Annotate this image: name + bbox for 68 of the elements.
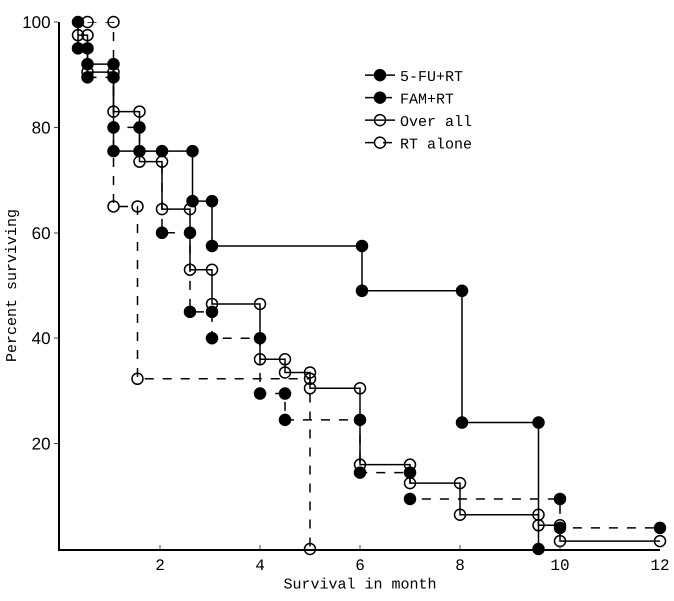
point xyxy=(456,284,468,298)
y-tick-label: 20 xyxy=(32,434,51,454)
point xyxy=(654,534,666,548)
legend-label: RT alone xyxy=(400,136,472,154)
point xyxy=(107,16,120,28)
x-tick-label: 2 xyxy=(155,557,165,576)
point xyxy=(186,144,199,158)
point xyxy=(532,508,545,521)
legend-label: Over all xyxy=(400,114,472,131)
point xyxy=(184,202,196,216)
point xyxy=(554,534,566,548)
y-tick-label: 60 xyxy=(32,224,51,243)
point xyxy=(133,155,146,168)
point xyxy=(206,263,218,276)
point xyxy=(404,492,416,506)
point xyxy=(206,332,218,344)
point xyxy=(554,492,566,506)
point xyxy=(72,16,84,28)
point xyxy=(81,28,94,42)
point xyxy=(254,298,266,310)
y-axis-title: Percent surviving xyxy=(4,208,21,362)
point xyxy=(254,387,266,400)
point xyxy=(454,476,466,490)
point xyxy=(278,387,292,400)
point xyxy=(278,366,292,379)
point xyxy=(278,353,292,366)
point xyxy=(206,194,218,208)
point xyxy=(156,202,168,216)
x-tick-label: 6 xyxy=(355,557,365,576)
point xyxy=(107,105,120,118)
x-axis-title: Survival in month xyxy=(283,576,437,594)
point xyxy=(156,144,168,158)
y-tick-label: 40 xyxy=(32,329,51,348)
point xyxy=(304,366,316,379)
point xyxy=(184,263,196,276)
point xyxy=(81,16,94,28)
x-tick-label: 12 xyxy=(650,557,670,576)
point xyxy=(184,306,196,318)
point xyxy=(654,522,666,534)
x-tick-label: 10 xyxy=(550,557,570,576)
point xyxy=(72,28,84,42)
point xyxy=(304,542,316,556)
legend-label: FAM+RT xyxy=(400,91,454,108)
point xyxy=(254,353,266,366)
point xyxy=(354,382,366,395)
point xyxy=(454,508,466,521)
x-tick-label: 4 xyxy=(255,557,265,576)
point xyxy=(206,240,218,252)
point xyxy=(304,372,316,386)
y-tick-label: 100 xyxy=(22,12,51,32)
point xyxy=(131,372,144,386)
point xyxy=(278,414,292,426)
point xyxy=(532,416,545,429)
point xyxy=(532,519,545,532)
point xyxy=(304,382,316,395)
point xyxy=(404,476,416,490)
point xyxy=(356,240,368,252)
point xyxy=(156,155,168,168)
x-tick-label: 8 xyxy=(455,557,465,576)
point xyxy=(456,416,468,429)
legend-label: 5-FU+RT xyxy=(400,68,464,86)
point xyxy=(156,226,168,240)
point xyxy=(131,200,144,213)
point xyxy=(133,105,146,118)
y-tick-label: 80 xyxy=(32,118,51,138)
point xyxy=(356,284,368,298)
point xyxy=(107,144,120,158)
point xyxy=(107,200,120,213)
